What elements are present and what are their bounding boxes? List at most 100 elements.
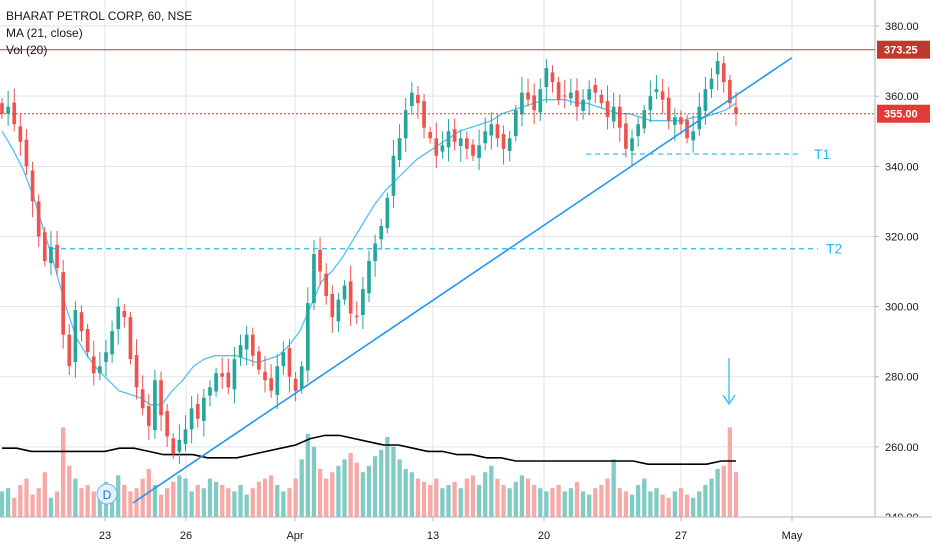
volume-indicator-label[interactable]: Vol (20) [6,43,48,57]
volume-bar [617,488,622,517]
volume-bar [42,472,47,517]
candle-body [336,299,341,322]
candle-body [171,438,176,454]
dividend-marker-label: D [103,488,112,502]
price-tick-label: 340.00 [885,161,919,173]
candle-body [73,310,78,362]
price-badge-label: 355.00 [884,109,918,121]
volume-bar [415,478,421,517]
volume-bar [189,491,194,517]
grid [0,0,875,518]
volume-bar [703,485,708,517]
candle-body [79,312,84,332]
volume-bar [85,485,90,517]
volume-bar [238,485,243,517]
volume-bar [715,469,720,517]
volume-bar [140,478,145,517]
candle-body [397,138,402,161]
volume-bar [672,491,677,517]
volume-bar [654,488,659,517]
volume-bar [580,491,586,517]
volume-bar [446,485,451,517]
candle-body [232,359,237,390]
volume-bar [122,485,127,517]
volume-bar [611,459,616,517]
volume-bar [678,488,684,517]
time-tick-label: 13 [427,530,439,542]
volume-bar [18,485,23,517]
volume-ma-line [2,434,736,465]
price-tick-label: 300.00 [885,302,919,314]
candle-body [532,95,536,111]
uptrend-line[interactable] [132,56,793,504]
volume-bar [54,491,60,517]
candle-body [348,281,353,314]
candle-body [709,78,714,90]
candle-body [159,380,163,416]
volume-bar [48,497,54,517]
candle-body [660,91,665,100]
volume-bar [256,481,262,517]
candle-body [177,439,182,452]
candle-body [562,95,567,97]
volume-bar [372,456,378,517]
volume-bar [0,491,5,517]
candle-body [630,138,634,151]
volume-bar [458,488,463,517]
candle-body [140,389,145,409]
candle-body [617,106,622,128]
candle-body [477,145,481,158]
ma-indicator-label[interactable]: MA (21, close) [6,26,83,40]
price-tick-label: 380.00 [885,21,919,33]
candle-body [679,117,683,125]
volume-bar [79,488,84,517]
candle-body [269,378,273,391]
candle-body [575,90,579,107]
target-lines[interactable]: T1 T2 [52,146,843,257]
trendline[interactable] [132,56,793,504]
candle-body [287,347,292,377]
volume-bar [287,488,292,517]
candle-body [422,101,426,128]
candle-body [61,272,66,335]
volume-bar [262,478,268,517]
candle-body [416,94,420,104]
volume-bar [165,488,170,517]
volume-bar [24,478,29,517]
candle-body [367,261,371,294]
candle-body [36,201,41,237]
time-axis[interactable]: 23 26 Apr 13 20 27 May [0,516,932,550]
volume-bar [97,494,103,517]
volume-bar [5,488,11,517]
volume-bar [532,485,537,517]
volume-bar [513,481,518,517]
volume-bar [354,462,359,517]
dividend-marker[interactable] [96,483,118,505]
volume-bar [660,494,665,517]
price-tick-label: 360.00 [885,91,919,103]
volume-bar [91,491,96,517]
chart-title[interactable]: BHARAT PETROL CORP, 60, NSE [6,9,193,23]
volume-bar [709,478,714,517]
volume-bar [360,472,366,517]
volume-bar [275,485,280,517]
candle-body [49,246,53,264]
volume-bar [684,494,690,517]
candle-body [458,138,463,146]
target-label-t2: T2 [826,241,843,257]
candle-body [715,61,720,75]
volume-bar [244,494,249,517]
volume-bar [470,475,476,517]
volume-bar [562,491,567,517]
volume-bar [428,485,433,517]
price-badge-label: 373.25 [884,45,918,57]
candle-body [654,89,659,92]
candle-body [305,303,310,371]
candle-body [605,101,610,118]
price-axis[interactable]: 240.00260.00280.00300.00320.00340.00360.… [874,0,932,550]
candle-body [214,373,218,392]
volume-bar [330,472,335,517]
volume-bar [691,497,696,517]
volume-bar [605,478,610,517]
volume-bar [232,491,237,517]
